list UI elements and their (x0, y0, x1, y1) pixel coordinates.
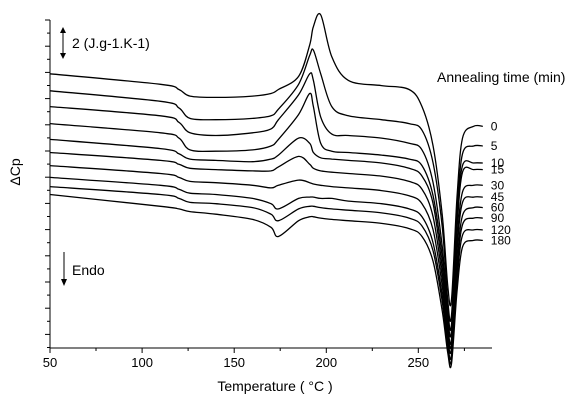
scale-bar-label: 2 (J.g-1.K-1) (72, 35, 150, 51)
series-label-120-min: 120 (491, 223, 511, 237)
endo-indicator: Endo (61, 252, 105, 286)
x-axis-title: Temperature ( °C ) (217, 378, 332, 394)
series-label-45-min: 45 (491, 190, 505, 204)
series-curve-120-min (49, 185, 483, 365)
series-label-15-min: 15 (491, 163, 505, 177)
x-tick-label: 200 (315, 355, 337, 370)
series-curve-60-min (49, 164, 483, 354)
x-tick-label: 250 (407, 355, 429, 370)
series-label-180-min: 180 (491, 233, 511, 247)
scale-bar-arrow-up-icon (60, 27, 66, 33)
series-label-90-min: 90 (491, 211, 505, 225)
endo-label: Endo (72, 262, 105, 278)
y-axis-ticks (45, 19, 50, 348)
x-axis-ticks (49, 348, 465, 353)
y-axis-title-text: ΔCp (7, 158, 23, 185)
series-label-0-min: 0 (491, 119, 498, 133)
scale-bar-arrow-down-icon (60, 53, 66, 59)
series-curve-0-min (49, 12, 483, 307)
y-axis-title: ΔCp (7, 158, 23, 185)
legend-title: Annealing time (min) (437, 69, 565, 85)
x-tick-label: 100 (131, 355, 153, 370)
series-label-30-min: 30 (491, 178, 505, 192)
x-axis-tick-labels: 50 100 150 200 250 (43, 355, 429, 370)
series-curves (49, 12, 483, 369)
series-curve-90-min (49, 176, 483, 361)
endo-arrow-down-icon (61, 279, 67, 286)
scale-bar: 2 (J.g-1.K-1) (60, 27, 150, 59)
x-tick-label: 50 (43, 355, 57, 370)
axes (49, 20, 492, 349)
series-curve-180-min (49, 193, 483, 369)
series-curve-30-min (49, 137, 483, 345)
series-label-60-min: 60 (491, 201, 505, 215)
series-label-10-min: 10 (491, 156, 505, 170)
series-label-5-min: 5 (491, 139, 498, 153)
x-tick-label: 150 (223, 355, 245, 370)
